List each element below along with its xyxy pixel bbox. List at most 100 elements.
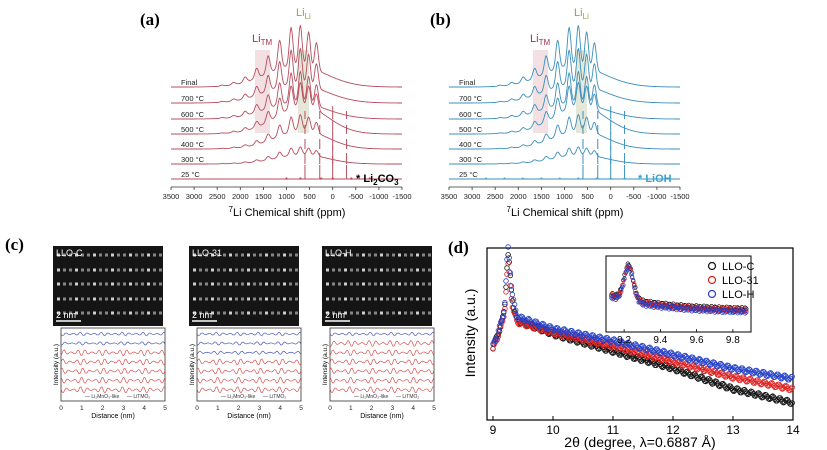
atom-column (153, 268, 156, 272)
atom-column (380, 268, 383, 272)
atom-column (259, 268, 262, 272)
impurity-star: * (299, 177, 302, 184)
inset-data (609, 261, 749, 316)
inset-point (625, 265, 630, 270)
impurity-star: * (285, 177, 288, 184)
atom-column (211, 311, 214, 315)
atom-column (344, 268, 347, 272)
intensity-profile (60, 367, 166, 375)
data-point (505, 252, 511, 258)
inset-point (649, 301, 654, 307)
panel-b-spectra: * * * * * * * * * (449, 24, 680, 184)
atom-column (259, 311, 262, 315)
x-tick-label: 1 (80, 405, 84, 412)
panel-d-y-title: Intensity (a.u.) (462, 289, 478, 378)
atom-column (117, 268, 120, 272)
atom-column (63, 311, 66, 315)
atom-column (271, 297, 274, 301)
atom-column (205, 253, 208, 257)
profile-frame (329, 327, 435, 402)
atom-column (57, 297, 60, 301)
x-tick-label: 11 (607, 423, 620, 437)
x-tick-label: 0 (195, 405, 199, 412)
panel-b: (b) LiTM LiLi * * * * * * * * * Final 700 °C 600 °… (430, 7, 690, 219)
panel-a-spectra: * * * * * * (171, 24, 402, 184)
atom-column (416, 297, 419, 301)
atom-column (123, 268, 126, 272)
atom-column (159, 253, 162, 257)
atom-column (332, 253, 335, 257)
atom-column (235, 253, 238, 257)
inset-point (632, 283, 637, 288)
atom-column (265, 282, 268, 286)
inset-point (744, 310, 749, 315)
atom-column (326, 268, 329, 272)
panel-d-label: (d) (448, 238, 469, 257)
legend-label-LLO-31: LLO-31 (722, 275, 759, 287)
atom-column (422, 268, 425, 272)
data-point (706, 361, 712, 367)
atom-column (356, 297, 359, 301)
data-point (778, 385, 785, 391)
x-tick-label: 500 (581, 192, 594, 201)
atom-column (99, 282, 102, 286)
legend-li2mno3: — Li₂MnO₃-like (221, 394, 255, 400)
data-point (503, 289, 509, 295)
x-tick-label: 0 (331, 192, 335, 201)
atom-column (356, 253, 359, 257)
atom-column (111, 268, 114, 272)
impurity-star: * (540, 177, 543, 184)
atom-column (338, 311, 341, 315)
inset-point (664, 303, 670, 308)
atom-column (193, 268, 196, 272)
atom-column (93, 297, 96, 301)
atom-column (147, 311, 150, 315)
legend-litmo2: — LiTMO₂ (127, 394, 150, 400)
atom-column (75, 268, 78, 272)
atom-column (147, 282, 150, 286)
atom-column (374, 282, 377, 286)
atom-column (277, 311, 280, 315)
spectrum-Final (171, 24, 402, 88)
atom-column (199, 253, 202, 257)
atom-column (141, 253, 144, 257)
inset-point (632, 281, 637, 287)
atom-column (344, 311, 347, 315)
atom-column (147, 297, 150, 301)
x-tick-label: 4 (278, 405, 282, 412)
x-tick-label: 2 (101, 405, 105, 412)
x-tick-label: 3000 (464, 192, 481, 201)
atom-column (105, 311, 108, 315)
atom-column (129, 311, 132, 315)
atom-column (416, 282, 419, 286)
data-point (501, 310, 507, 316)
data-point (524, 316, 531, 322)
atom-column (416, 268, 419, 272)
atom-column (277, 282, 280, 286)
atom-column (93, 311, 96, 315)
atom-column (326, 311, 329, 315)
atom-column (57, 268, 60, 272)
atom-column (211, 297, 214, 301)
atom-column (153, 297, 156, 301)
data-point (789, 384, 795, 390)
atom-column (295, 311, 298, 315)
spectrum-300 °C (171, 146, 402, 165)
inset-point (727, 310, 733, 316)
atom-column (229, 253, 232, 257)
atom-column (147, 253, 150, 257)
scale-bar-label: 2 nm (325, 310, 345, 320)
data-point (507, 270, 513, 276)
panel-d: (d) 9 10 11 12 13 14 Intensity (a.u.) 2θ (deg… (448, 238, 800, 450)
impurity-star: * (577, 177, 580, 184)
atom-column (380, 282, 383, 286)
atom-column (410, 282, 413, 286)
atom-column (217, 297, 220, 301)
x-tick-label: 0 (328, 405, 332, 412)
panel-b-x-ticks: 3500 3000 2500 2000 1500 1000 500 0 -500 -1000 -15… (441, 187, 690, 201)
intensity-profile (196, 377, 302, 384)
atom-column (271, 311, 274, 315)
atom-column (350, 282, 353, 286)
atom-column (129, 253, 132, 257)
atom-column (386, 282, 389, 286)
